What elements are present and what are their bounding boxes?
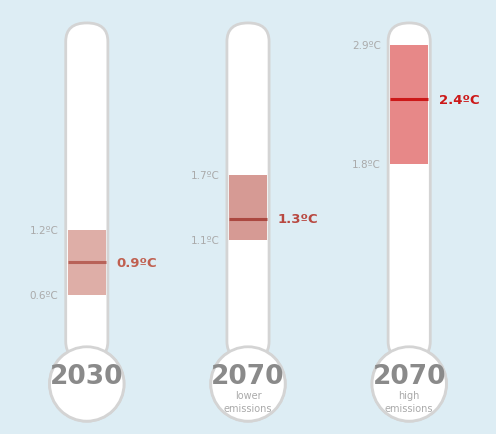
Text: 2.4ºC: 2.4ºC bbox=[439, 93, 480, 106]
FancyBboxPatch shape bbox=[229, 176, 267, 241]
Text: 1.3ºC: 1.3ºC bbox=[278, 213, 318, 226]
FancyBboxPatch shape bbox=[388, 24, 430, 360]
Ellipse shape bbox=[50, 347, 124, 421]
Ellipse shape bbox=[372, 347, 446, 421]
Text: high
emissions: high emissions bbox=[385, 390, 434, 413]
Text: 1.7ºC: 1.7ºC bbox=[190, 171, 219, 181]
FancyBboxPatch shape bbox=[65, 24, 108, 360]
Text: 0.6ºC: 0.6ºC bbox=[30, 290, 58, 300]
Text: 1.2ºC: 1.2ºC bbox=[29, 225, 58, 235]
Text: 1.8ºC: 1.8ºC bbox=[352, 160, 381, 170]
Ellipse shape bbox=[50, 347, 124, 421]
Text: 0.9ºC: 0.9ºC bbox=[117, 256, 157, 269]
Text: 2070: 2070 bbox=[372, 363, 446, 389]
Text: 2.9ºC: 2.9ºC bbox=[352, 41, 381, 50]
Text: 2030: 2030 bbox=[50, 363, 124, 389]
Text: 1.1ºC: 1.1ºC bbox=[190, 236, 219, 246]
Ellipse shape bbox=[211, 347, 285, 421]
Ellipse shape bbox=[211, 347, 285, 421]
Ellipse shape bbox=[372, 347, 446, 421]
FancyBboxPatch shape bbox=[390, 46, 428, 165]
Text: lower
emissions: lower emissions bbox=[224, 390, 272, 413]
FancyBboxPatch shape bbox=[67, 230, 106, 295]
Text: 2070: 2070 bbox=[211, 363, 285, 389]
FancyBboxPatch shape bbox=[227, 24, 269, 360]
